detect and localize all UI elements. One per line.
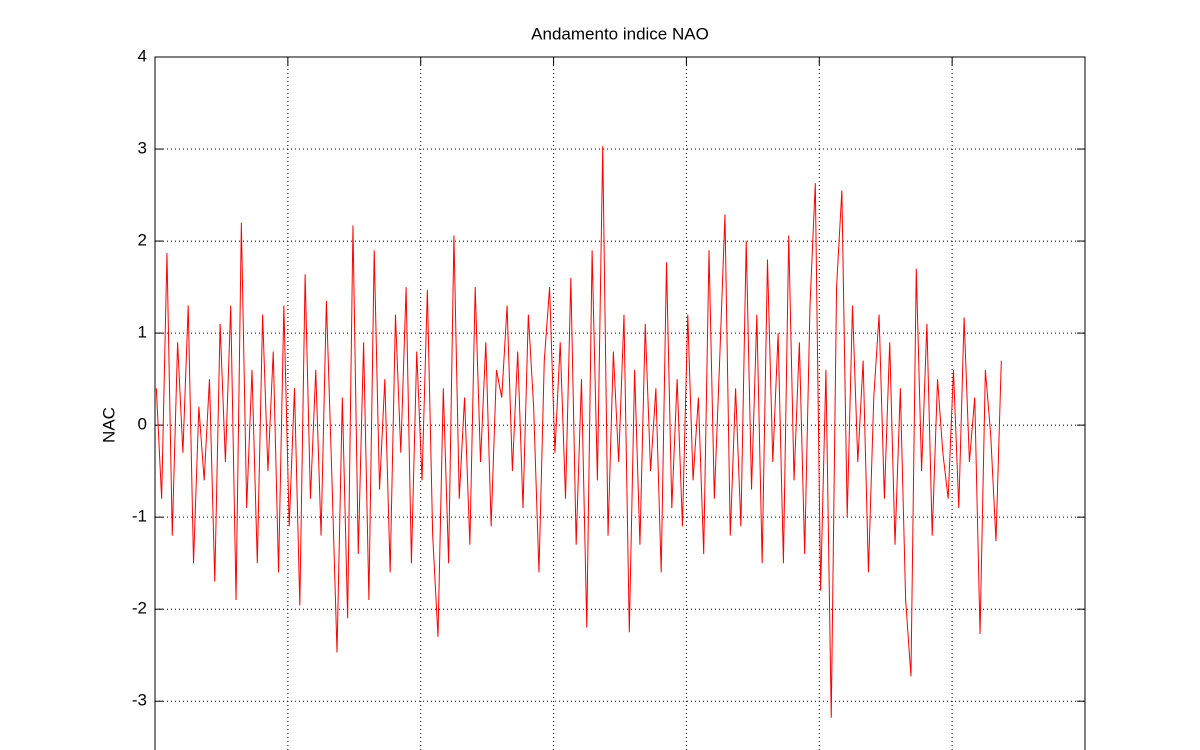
- y-tick-label: -3: [132, 691, 147, 710]
- y-axis-label: NAC: [99, 407, 118, 443]
- y-tick-label: 3: [138, 139, 147, 158]
- data-line: [155, 146, 1002, 718]
- y-tick-label: -2: [132, 599, 147, 618]
- y-tick-label: 2: [138, 231, 147, 250]
- y-tick-label: 1: [138, 323, 147, 342]
- chart-title: Andamento indice NAO: [531, 24, 709, 43]
- y-tick-label: 4: [138, 46, 147, 65]
- y-tick-label: 0: [138, 415, 147, 434]
- y-tick-label: -1: [132, 507, 147, 526]
- axes-frame: [154, 56, 1086, 750]
